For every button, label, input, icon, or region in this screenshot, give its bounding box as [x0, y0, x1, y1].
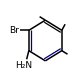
Text: Br: Br	[9, 26, 19, 35]
Text: H₂N: H₂N	[15, 61, 32, 70]
